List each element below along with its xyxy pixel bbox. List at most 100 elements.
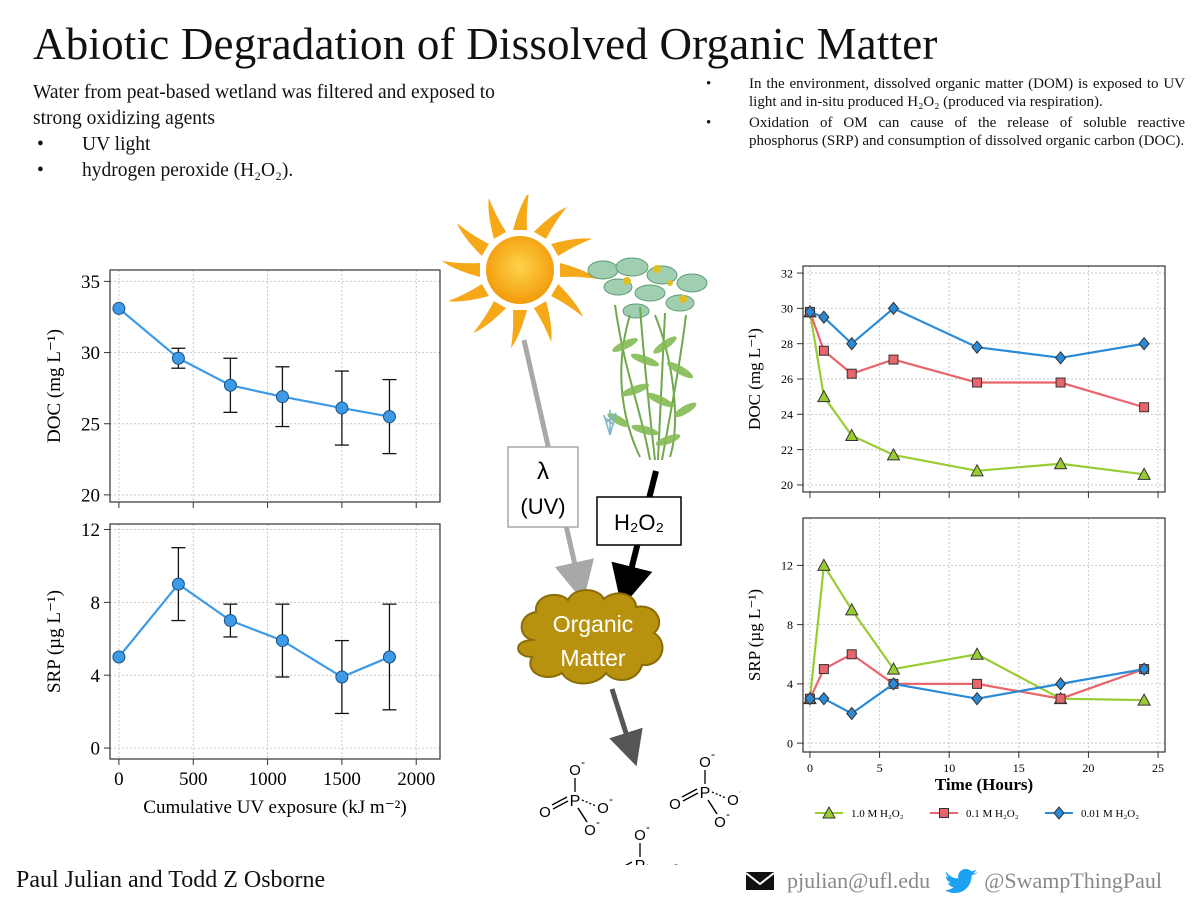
y-tick-label: 30 bbox=[81, 343, 100, 364]
data-point bbox=[844, 428, 859, 441]
data-point bbox=[887, 677, 900, 691]
data-point bbox=[886, 662, 901, 675]
data-point bbox=[972, 678, 983, 689]
y-axis-label: SRP (µg L⁻¹) bbox=[745, 589, 764, 681]
uv-lambda: λ bbox=[537, 458, 549, 485]
y-tick-label: 24 bbox=[781, 408, 793, 422]
legend-marker bbox=[822, 805, 836, 819]
intro-text: Water from peat-based wetland was filter… bbox=[33, 80, 503, 184]
background-facts: • In the environment, dissolved organic m… bbox=[702, 75, 1185, 153]
data-point bbox=[971, 340, 983, 354]
sun-ray bbox=[551, 238, 593, 257]
process-diagram: λ (UV) H₂O₂ Organic Matter PO -O O-O -PO -O O… bbox=[442, 195, 740, 865]
data-point bbox=[275, 634, 289, 648]
data-point bbox=[846, 706, 858, 721]
plot-frame bbox=[109, 269, 441, 503]
charge-label: - bbox=[596, 815, 600, 829]
data-point bbox=[112, 650, 126, 664]
series-line bbox=[808, 311, 1145, 409]
data-point bbox=[1054, 351, 1067, 365]
data-point bbox=[844, 602, 859, 616]
sun-ray bbox=[511, 310, 527, 348]
data-point bbox=[846, 649, 857, 660]
y-tick-label: 25 bbox=[81, 414, 100, 435]
y-tick-label: 12 bbox=[781, 559, 793, 573]
data-point bbox=[970, 463, 984, 477]
charge-label: - bbox=[646, 820, 650, 834]
x-tick-label: 20 bbox=[1082, 761, 1094, 775]
sun-ray bbox=[560, 263, 598, 279]
y-tick-label: 20 bbox=[81, 486, 100, 507]
y-axis-label: DOC (mg L⁻¹) bbox=[745, 328, 764, 430]
oxygen-atom: O bbox=[714, 814, 726, 831]
legend-label: 1.0 M H₂O₂ bbox=[851, 808, 904, 820]
x-tick-label: 10 bbox=[943, 761, 955, 775]
data-point bbox=[1138, 336, 1150, 351]
y-tick-label: 4 bbox=[91, 666, 101, 687]
x-tick-label: 25 bbox=[1152, 761, 1164, 775]
y-tick-label: 12 bbox=[81, 520, 100, 541]
data-point bbox=[382, 650, 396, 664]
fact-item: • Oxidation of OM can cause of the releas… bbox=[706, 115, 1185, 149]
intro-lead: Water from peat-based wetland was filter… bbox=[33, 82, 495, 129]
sun-ray bbox=[473, 301, 507, 334]
organic-matter-label: Matter bbox=[560, 645, 626, 671]
data-point bbox=[818, 345, 829, 356]
data-point bbox=[335, 401, 349, 415]
bond bbox=[552, 800, 569, 810]
sun-ray bbox=[533, 206, 567, 239]
data-point bbox=[818, 664, 829, 675]
organic-matter-label: Organic bbox=[553, 611, 634, 637]
wetland-plant-icon bbox=[587, 257, 708, 461]
x-tick-label: 0 bbox=[807, 761, 813, 775]
data-point bbox=[1055, 693, 1066, 704]
bond bbox=[711, 791, 727, 799]
phosphate-icon: PO-OO-O-PO-OO-O-PO-OO-O- bbox=[539, 747, 740, 865]
sun-ray bbox=[533, 301, 552, 343]
intro-bullet: • hydrogen peroxide (H₂O₂). bbox=[33, 158, 503, 184]
y-tick-label: 8 bbox=[787, 618, 793, 632]
data-point bbox=[1138, 662, 1150, 676]
y-tick-label: 0 bbox=[787, 736, 793, 750]
data-point bbox=[818, 310, 830, 324]
oxygen-atom: O bbox=[597, 800, 609, 817]
bond bbox=[581, 799, 597, 807]
y-tick-label: 26 bbox=[781, 372, 793, 386]
oxygen-atom: O bbox=[584, 822, 596, 839]
y-tick-label: 32 bbox=[781, 266, 793, 280]
x-axis-label: Cumulative UV exposure (kJ m⁻²) bbox=[143, 797, 406, 818]
cloud-icon bbox=[517, 589, 664, 685]
y-tick-label: 4 bbox=[787, 677, 793, 691]
sun-ray bbox=[488, 197, 507, 239]
intro-bullet-text: hydrogen peroxide (H₂O₂). bbox=[82, 160, 294, 181]
y-tick-label: 22 bbox=[781, 443, 793, 457]
oxygen-atom: O bbox=[634, 827, 646, 844]
uv-doc-chart: 20 25 30 35 DOC (mg L⁻¹) bbox=[44, 269, 441, 508]
data-point bbox=[223, 378, 237, 392]
uv-label-box bbox=[507, 446, 579, 528]
x-tick-label: 15 bbox=[1013, 761, 1025, 775]
plot-frame bbox=[109, 523, 441, 760]
data-point bbox=[1055, 377, 1066, 388]
contact-info: pjulian@ufl.edu @SwampThingPaul bbox=[745, 863, 1162, 899]
charge-label: - bbox=[711, 747, 715, 761]
sun-ray bbox=[442, 261, 480, 277]
data-point bbox=[1137, 467, 1151, 480]
x-tick-label: 2000 bbox=[397, 769, 435, 790]
legend-marker bbox=[939, 808, 949, 818]
email-link[interactable]: pjulian@ufl.edu bbox=[787, 868, 931, 893]
y-tick-label: 0 bbox=[91, 739, 101, 760]
sun-ray bbox=[513, 195, 529, 230]
sun-icon bbox=[442, 195, 598, 348]
authors: Paul Julian and Todd Z Osborne bbox=[16, 867, 326, 893]
intro-bullet: • UV light bbox=[33, 132, 503, 158]
twitter-handle-link[interactable]: @SwampThingPaul bbox=[984, 868, 1163, 893]
h2o2-srp-chart: 0 5 10 15 20 25 0 4 8 12 SRP (µg L⁻¹) Time (Hours) 1… bbox=[745, 517, 1166, 820]
bond bbox=[624, 861, 633, 865]
bond bbox=[682, 792, 699, 802]
uv-label: (UV) bbox=[520, 494, 565, 519]
data-point bbox=[1053, 456, 1068, 470]
data-point bbox=[275, 390, 289, 404]
data-point bbox=[887, 301, 900, 316]
release-arrow bbox=[609, 688, 643, 767]
